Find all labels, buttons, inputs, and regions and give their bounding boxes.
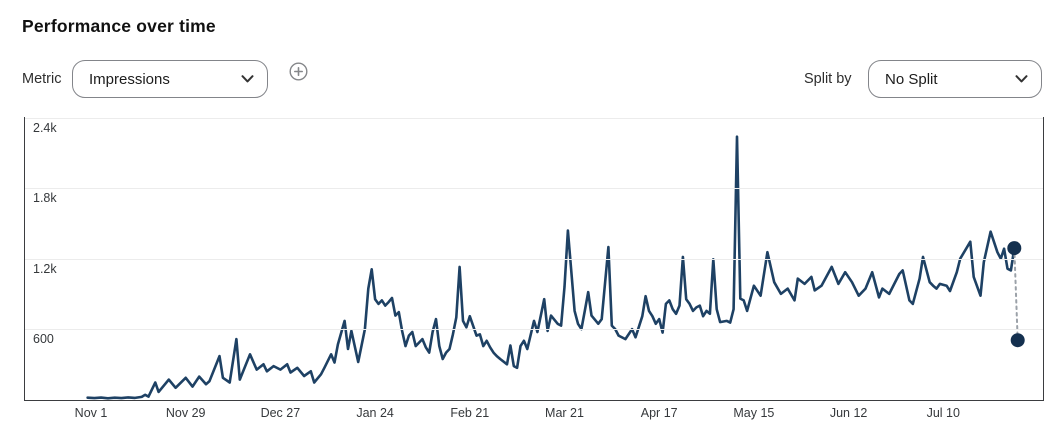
split-by-dropdown[interactable]: No Split xyxy=(868,60,1042,98)
x-axis-tick-label: Jul 10 xyxy=(926,406,960,420)
x-axis-tick-label: Jan 24 xyxy=(356,406,394,420)
x-axis-tick-label: Jun 12 xyxy=(829,406,868,420)
x-axis-tick-label: Nov 29 xyxy=(165,406,206,420)
gridline xyxy=(25,117,1043,119)
metric-dropdown-value: Impressions xyxy=(89,70,170,88)
split-by-label: Split by xyxy=(804,71,852,87)
metric-dropdown[interactable]: Impressions xyxy=(72,60,268,98)
y-axis-tick-label: 1.2k xyxy=(33,261,57,276)
chevron-down-icon xyxy=(241,75,254,83)
x-axis-tick-label: Mar 21 xyxy=(545,406,584,420)
x-axis-tick-label: Apr 17 xyxy=(640,406,678,420)
chart-plot-area[interactable]: 600 1.2k 1.8k 2.4k Nov 1 Nov 29 Dec 27 Jan 24 Fe… xyxy=(24,117,1044,420)
gridline xyxy=(25,258,1043,260)
x-axis-tick-label: Feb 21 xyxy=(450,406,490,420)
projection-connector xyxy=(1013,247,1019,342)
last-data-point-marker xyxy=(1007,241,1022,256)
y-axis-tick-label: 1.8k xyxy=(33,191,57,206)
x-axis-tick-label: Dec 27 xyxy=(260,406,301,420)
metric-label: Metric xyxy=(22,71,62,87)
impressions-line-chart xyxy=(86,135,1025,400)
x-axis-tick-label: May 15 xyxy=(733,406,775,420)
gridline xyxy=(25,188,1043,190)
y-axis-tick-label: 2.4k xyxy=(33,120,57,135)
series-line xyxy=(86,135,1016,400)
gridline xyxy=(25,329,1043,331)
chevron-down-icon xyxy=(1015,75,1028,83)
projected-data-point-marker xyxy=(1010,333,1025,348)
plus-circle-icon xyxy=(288,61,308,81)
page-title: Performance over time xyxy=(22,16,216,36)
split-by-dropdown-value: No Split xyxy=(885,70,938,88)
add-metric-button[interactable] xyxy=(288,61,308,81)
x-axis-tick-label: Nov 1 xyxy=(74,406,108,420)
y-axis-tick-label: 600 xyxy=(33,332,54,347)
